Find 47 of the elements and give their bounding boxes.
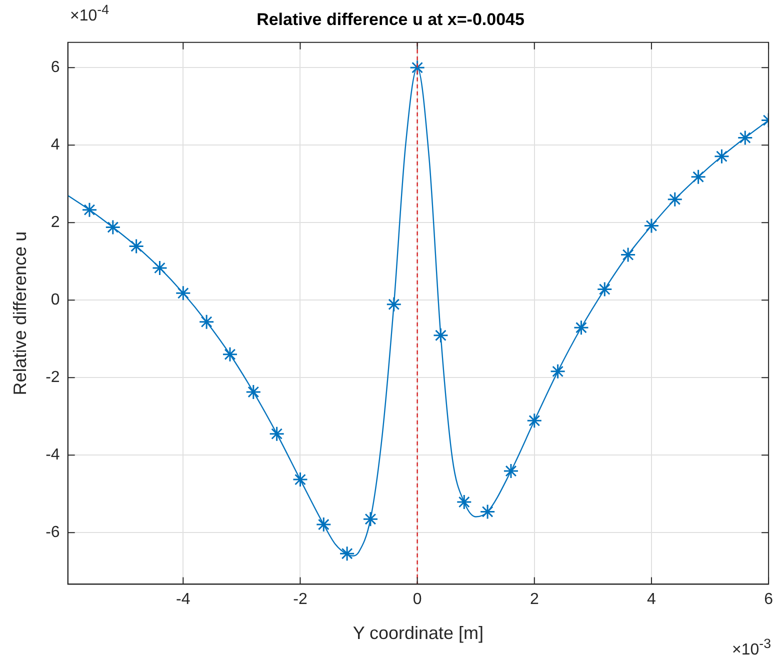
y-tick-label: 0 bbox=[50, 292, 60, 309]
point bbox=[550, 364, 566, 380]
point bbox=[128, 238, 144, 254]
point bbox=[573, 320, 589, 336]
x-tick-label: 6 bbox=[764, 591, 774, 608]
x-tick-label: 4 bbox=[647, 591, 656, 608]
text: ×10$^{-3}$ bbox=[732, 636, 771, 659]
x-tick-label: -4 bbox=[176, 591, 190, 608]
x-tick-label: 2 bbox=[530, 591, 539, 608]
point bbox=[175, 285, 191, 301]
x-tick-label: 0 bbox=[412, 591, 422, 608]
point bbox=[82, 202, 98, 218]
point bbox=[339, 546, 355, 562]
point bbox=[620, 247, 636, 263]
point bbox=[362, 511, 378, 527]
point bbox=[432, 328, 448, 344]
point bbox=[386, 296, 402, 312]
y-tick-label: 6 bbox=[50, 58, 60, 76]
y-tick-label: -2 bbox=[46, 369, 60, 386]
point bbox=[222, 346, 238, 362]
point bbox=[596, 282, 612, 298]
point bbox=[105, 220, 121, 236]
point bbox=[292, 472, 308, 488]
point bbox=[410, 60, 426, 76]
y-axis-title: Relative difference u bbox=[10, 231, 30, 396]
x-axis-title: Y coordinate [m] bbox=[352, 623, 484, 644]
x-tick-label: -2 bbox=[293, 591, 308, 608]
point bbox=[456, 494, 472, 510]
y-tick-label: -4 bbox=[46, 446, 60, 464]
point bbox=[667, 192, 683, 208]
point bbox=[246, 384, 262, 400]
point bbox=[269, 426, 285, 442]
point bbox=[644, 218, 660, 234]
y-tick-label: 4 bbox=[50, 136, 60, 154]
y-tick-label: 2 bbox=[50, 214, 60, 232]
point bbox=[198, 314, 214, 330]
point bbox=[480, 504, 496, 520]
point bbox=[690, 169, 706, 185]
text: ×10$^{-4}$ bbox=[70, 2, 109, 26]
point bbox=[152, 260, 168, 276]
point bbox=[316, 516, 332, 532]
point bbox=[526, 412, 542, 428]
point bbox=[503, 463, 519, 479]
point bbox=[737, 130, 753, 146]
point bbox=[714, 148, 730, 164]
chart-title: Relative difference u at x=-0.0045 bbox=[256, 10, 524, 29]
y-tick-label: -6 bbox=[46, 524, 60, 542]
